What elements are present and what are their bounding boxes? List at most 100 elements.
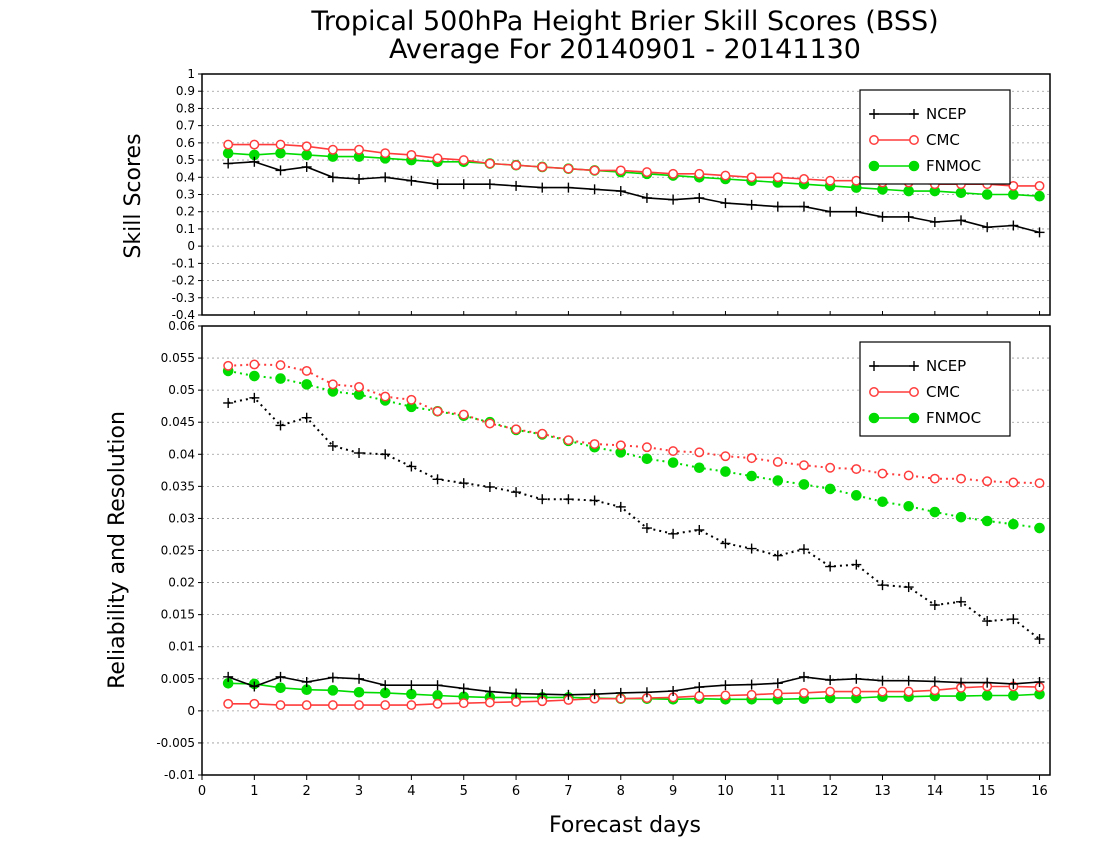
x-tick-label: 3	[355, 784, 363, 799]
bottom-ncep-point	[563, 494, 574, 505]
top-fnmoc-point	[275, 147, 286, 159]
bottom-ncep-point	[563, 689, 574, 700]
bottom-fnmoc-point	[301, 379, 312, 390]
top-ncep-point	[798, 201, 809, 212]
bottom-ncep-point	[929, 676, 940, 687]
bottom-ncep-point	[772, 678, 783, 689]
top-ncep-point	[354, 174, 365, 185]
top-plot-frame	[201, 73, 1051, 316]
top-cmc-point	[249, 139, 260, 150]
bottom-ncep-point	[1008, 678, 1019, 689]
bottom-fnmoc-point	[824, 483, 836, 495]
bottom-y-tick-label: 0.025	[161, 544, 195, 558]
bottom-y-tick-label: 0.055	[161, 351, 195, 365]
bottom-ncep-point	[903, 582, 914, 593]
bottom-fnmoc-point	[929, 506, 941, 518]
bottom-fnmoc-point	[275, 373, 286, 384]
bottom-ncep-point	[406, 461, 417, 472]
top-legend-item-cmc: CMC	[869, 131, 960, 149]
top-y-tick-label: 0.3	[176, 188, 195, 202]
bottom-cmc-point	[694, 691, 705, 702]
top-ncep-point	[511, 180, 522, 191]
top-y-tick-label: -0.1	[172, 256, 195, 270]
bottom-fnmoc-point	[955, 511, 967, 523]
x-tick-label: 10	[717, 784, 734, 799]
bottom-ncep-point	[1034, 634, 1045, 645]
chart-title-line-1: Tropical 500hPa Height Brier Skill Score…	[310, 6, 938, 37]
bottom-legend-item-cmc: CMC	[869, 383, 960, 401]
x-tick-label: 6	[512, 784, 520, 799]
bottom-fnmoc-point	[981, 690, 993, 701]
top-legend-item-ncep: NCEP	[869, 105, 966, 123]
bottom-legend-label-fnmoc: FNMOC	[926, 409, 981, 427]
bottom-cmc-point	[327, 700, 338, 711]
bottom-series-ncep-reliability	[223, 671, 1045, 700]
x-tick-label: 4	[407, 784, 415, 799]
bottom-ncep-point	[694, 524, 705, 535]
bottom-ncep-point	[406, 680, 417, 691]
top-cmc-point	[720, 170, 731, 181]
bottom-ncep-point	[432, 680, 443, 691]
bottom-fnmoc-point	[667, 457, 679, 468]
top-ncep-point	[563, 182, 574, 193]
bottom-cmc-point	[223, 360, 234, 371]
bottom-cmc-point	[903, 470, 914, 481]
top-cmc-point	[694, 168, 705, 179]
top-ncep-point	[877, 211, 888, 222]
bottom-ncep-point	[694, 682, 705, 693]
bottom-ncep-point	[720, 680, 731, 691]
top-ncep-point	[380, 172, 391, 183]
bottom-ncep-point	[432, 474, 443, 485]
top-cmc-point	[825, 175, 836, 186]
bottom-fnmoc-point	[693, 462, 705, 474]
bottom-ncep-point	[589, 689, 600, 700]
bottom-fnmoc-point	[798, 479, 810, 490]
bottom-y-tick-label: 0.02	[168, 576, 195, 590]
bottom-fnmoc-point	[641, 453, 653, 465]
top-y-tick-label: 0.1	[176, 222, 195, 236]
x-tick-label: 15	[979, 784, 996, 799]
bottom-ncep-point	[982, 616, 993, 627]
bottom-ncep-point	[354, 673, 365, 684]
bottom-cmc-point	[511, 424, 522, 435]
bottom-ncep-point	[249, 681, 260, 692]
bottom-legend-swatch-marker	[869, 387, 879, 397]
x-tick-label: 8	[617, 784, 625, 799]
bottom-cmc-point	[406, 394, 417, 405]
top-ncep-point	[851, 206, 862, 217]
x-tick-label: 9	[669, 784, 677, 799]
top-y-tick-label: 0.8	[176, 101, 195, 115]
x-axis-label: Forecast days	[549, 813, 701, 838]
top-cmc-point	[327, 144, 338, 155]
bottom-cmc-point	[458, 698, 469, 709]
top-ncep-point	[668, 194, 679, 205]
top-cmc-point	[275, 139, 286, 150]
top-ncep-point	[929, 217, 940, 228]
top-ncep-point	[484, 179, 495, 190]
bottom-legend-swatch-marker	[909, 361, 919, 371]
bottom-fnmoc-point	[746, 470, 757, 482]
bottom-ncep-point	[511, 688, 522, 699]
top-legend-swatch-marker	[869, 135, 879, 145]
bottom-fnmoc-point	[851, 490, 862, 501]
bottom-ncep-point	[798, 544, 809, 555]
bottom-fnmoc-point	[981, 515, 993, 527]
bottom-ncep-point	[327, 672, 338, 683]
bottom-cmc-point	[903, 686, 914, 697]
top-cmc-point	[615, 165, 626, 176]
top-cmc-point	[380, 148, 391, 159]
bottom-ncep-point	[458, 478, 469, 489]
top-legend-label-cmc: CMC	[926, 131, 960, 149]
bottom-cmc-point	[772, 457, 783, 467]
bottom-ncep-point	[354, 448, 365, 459]
bottom-cmc-point	[223, 698, 234, 709]
top-cmc-point	[432, 153, 443, 164]
top-y-tick-label: -0.4	[172, 308, 195, 322]
top-legend-swatch-marker	[868, 160, 880, 172]
bottom-cmc-point	[851, 686, 862, 697]
reliability-resolution-panel: -0.01 -0.005 0 0.005 0.01 0.015 0.02 0.025 0.03 0…	[156, 319, 1051, 799]
bottom-cmc-point	[432, 698, 443, 709]
bottom-y-tick-label: 0.04	[168, 447, 195, 461]
bottom-cmc-point	[1008, 477, 1019, 488]
